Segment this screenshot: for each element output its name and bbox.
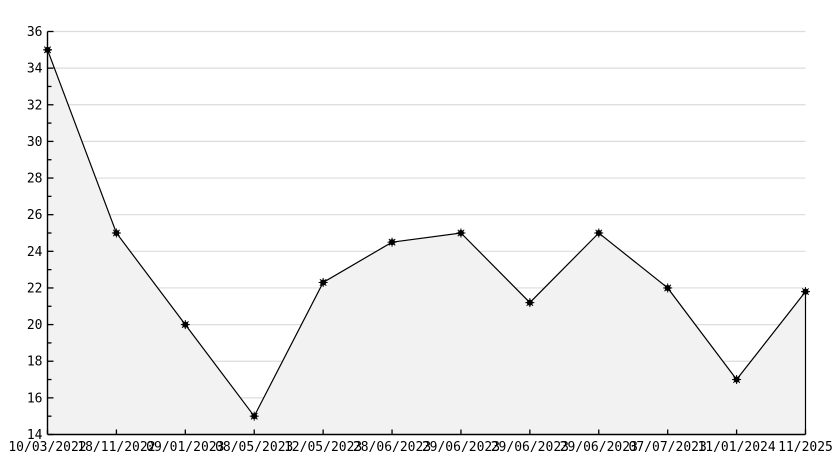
x-tick-label: 29/06/2023 (491, 440, 569, 455)
y-tick-label: 16 (27, 391, 43, 406)
y-tick-label: 24 (27, 245, 43, 260)
data-point-marker (525, 298, 535, 308)
y-tick-label: 14 (27, 428, 43, 443)
series-line (46, 49, 806, 418)
data-point-marker (663, 283, 673, 293)
x-tick-label: 07/07/2023 (629, 440, 707, 455)
data-point-marker (801, 287, 810, 297)
y-tick-label: 32 (27, 98, 43, 113)
data-point-marker (732, 375, 742, 385)
x-tick-label: 10/03/2022 (8, 440, 86, 455)
x-tick-label: 12/05/2023 (284, 440, 362, 455)
area-fill (47, 49, 806, 435)
x-tick-label: 29/06/2023 (422, 440, 500, 455)
x-tick-label: 18/11/2022 (77, 440, 155, 455)
x-tick-label: 29/06/2023 (560, 440, 638, 455)
axes-group (46, 30, 807, 436)
x-tick-label: 28/06/2023 (353, 440, 431, 455)
y-tick-label: 22 (27, 281, 43, 296)
x-tick-label: 08/05/2023 (215, 440, 293, 455)
y-tick-label: 30 (27, 135, 43, 150)
x-tick-label: 09/01/2023 (146, 440, 224, 455)
y-tick-label: 26 (27, 208, 43, 223)
data-point-marker (594, 228, 604, 238)
x-tick-label: 11/01/2024 (697, 440, 775, 455)
data-point-marker (318, 277, 328, 287)
data-point-marker (456, 228, 466, 238)
y-tick-label: 18 (27, 355, 43, 370)
data-point-marker (180, 320, 190, 330)
y-tick-label: 20 (27, 318, 43, 333)
y-tick-label: 34 (27, 62, 43, 77)
markers-group (43, 45, 810, 421)
x-tick-label: 11/2025 (778, 440, 833, 455)
data-point-marker (387, 237, 397, 247)
y-tick-label: 36 (27, 25, 43, 40)
y-tick-label: 28 (27, 172, 43, 187)
data-point-marker (111, 228, 121, 238)
tick-labels-group: 14 16 18 20 22 24 26 28 30 32 34 36 10/03/202218/11/… (8, 25, 833, 455)
data-point-marker (249, 411, 259, 421)
